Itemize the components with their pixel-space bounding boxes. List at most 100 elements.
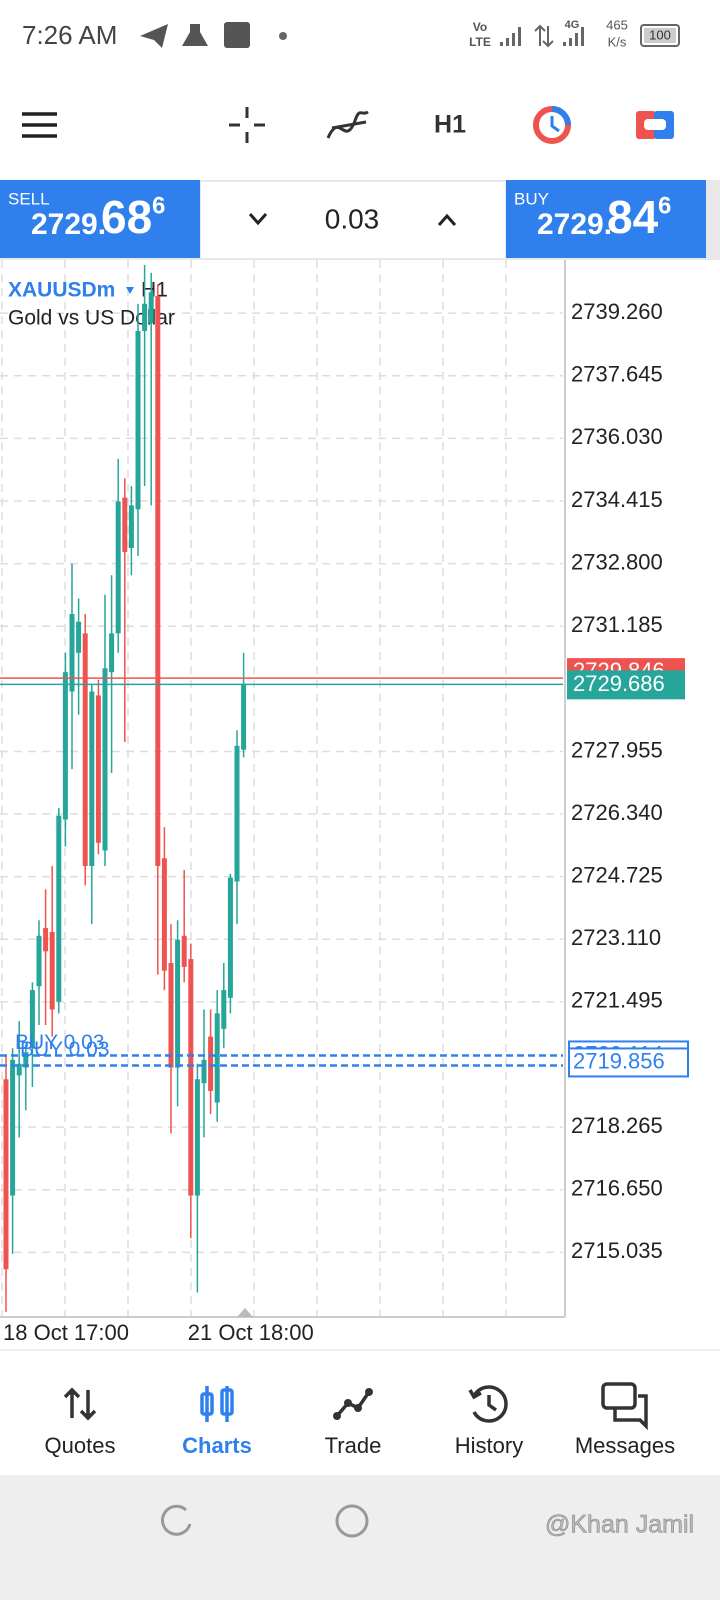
- volume-down[interactable]: [248, 213, 268, 226]
- y-tick-label: 2739.260: [571, 299, 663, 324]
- y-tick-label: 2727.955: [571, 737, 663, 762]
- data-arrows: [534, 24, 554, 48]
- timeframe-button[interactable]: H1: [434, 111, 466, 139]
- symbol: XAUUSDm: [8, 279, 115, 302]
- candle-body: [62, 672, 68, 820]
- menu-button[interactable]: [22, 112, 57, 138]
- clock-hands: [550, 116, 560, 133]
- candle-body: [89, 691, 95, 867]
- y-tick-label: 2724.725: [571, 862, 663, 887]
- bid-label-box: [567, 670, 685, 700]
- sell-price-sup: 6: [152, 192, 165, 219]
- volume-up[interactable]: [437, 213, 457, 226]
- candle-body: [188, 959, 194, 1196]
- dot: [279, 32, 287, 40]
- candle-body: [142, 303, 148, 331]
- candle-body: [95, 695, 101, 843]
- symbol-dropdown: [126, 287, 134, 294]
- y-tick-label: 2721.495: [571, 988, 663, 1013]
- signal-2: [563, 27, 584, 46]
- home-button[interactable]: [335, 1504, 369, 1538]
- position-label: BUY 0.03: [20, 1038, 110, 1061]
- y-tick-label: 2732.800: [571, 549, 663, 574]
- buy-price: 2729.: [537, 208, 612, 241]
- position-price-box: [568, 1047, 689, 1078]
- flask-icon: [182, 24, 208, 46]
- battery-text: 100: [649, 27, 671, 42]
- candle-body: [214, 1013, 220, 1103]
- charts-icon: [200, 1386, 234, 1422]
- candle-body: [16, 1063, 22, 1076]
- candle-body: [161, 858, 167, 971]
- sell-label: SELL: [8, 189, 50, 208]
- y-tick-label: 2736.030: [571, 424, 663, 449]
- app-icon: [224, 22, 250, 48]
- y-tick-label: 2715.035: [571, 1238, 663, 1263]
- y-tick-label: 2723.110: [571, 925, 661, 950]
- recents-button[interactable]: [161, 1504, 192, 1536]
- candle-body: [82, 633, 88, 867]
- y-tick-label: 2718.265: [571, 1113, 663, 1138]
- candle-body: [23, 1052, 29, 1068]
- toolbar: H1: [22, 106, 674, 144]
- buy-label: BUY: [514, 189, 549, 208]
- trade-panel: SELL 2729. 68 6 0.03 BUY 2729. 84 6: [0, 180, 720, 260]
- sell-price-big: 68: [101, 191, 152, 243]
- candle-body: [155, 296, 161, 867]
- buy-button[interactable]: [506, 180, 706, 258]
- bid-label: 2729.686: [573, 671, 665, 696]
- y-tick-label: 2731.185: [571, 612, 663, 637]
- nav-item[interactable]: History: [455, 1433, 523, 1458]
- nav-item[interactable]: Quotes: [45, 1433, 116, 1458]
- chart-timeframe: H1: [141, 279, 168, 302]
- scroll-marker: [237, 1308, 253, 1317]
- nav-item[interactable]: Trade: [325, 1433, 382, 1458]
- candle-body: [29, 990, 35, 1049]
- candle-body: [201, 1059, 207, 1084]
- nav-item[interactable]: Charts: [182, 1433, 252, 1458]
- candle-body: [115, 501, 121, 634]
- chart-subtitle: Gold vs US Dollar: [8, 307, 175, 330]
- candle-body: [69, 613, 75, 692]
- telegram-icon: [140, 24, 168, 48]
- crosshair-button[interactable]: [229, 107, 265, 143]
- candle-body: [76, 621, 82, 653]
- candle-body: [56, 815, 62, 1002]
- candle-body: [49, 931, 55, 1010]
- indicators-button[interactable]: [326, 110, 369, 139]
- position-label: BUY 0.03: [15, 1031, 105, 1054]
- messages-icon: [601, 1382, 648, 1431]
- candle-body: [36, 935, 42, 987]
- candle-body: [181, 935, 187, 967]
- volte: LTE: [469, 35, 491, 49]
- net-speed: 465: [606, 17, 628, 32]
- clock: 7:26 AM: [22, 20, 117, 50]
- candle-body: [3, 1079, 9, 1270]
- volume-box: [201, 182, 505, 258]
- candle-body: [194, 1079, 200, 1196]
- nav-bg: [0, 1350, 720, 1475]
- candle-body: [135, 330, 141, 510]
- nav-item[interactable]: Messages: [575, 1433, 675, 1458]
- candle-body: [109, 633, 115, 673]
- candle-body: [221, 990, 227, 1029]
- candle-body: [241, 683, 247, 750]
- watermark: @Khan Jamil: [545, 1511, 694, 1539]
- sell-price: 2729.: [31, 208, 106, 241]
- candle-body: [168, 962, 174, 1068]
- candle-body: [234, 745, 240, 882]
- trade-icon: [333, 1388, 373, 1420]
- buy-price-sup: 6: [658, 192, 671, 219]
- candle-body: [128, 505, 134, 549]
- battery-level: [644, 28, 676, 43]
- candle-body: [148, 292, 154, 324]
- volume[interactable]: 0.03: [325, 203, 380, 234]
- sell-button[interactable]: [0, 180, 200, 258]
- candle-body: [175, 939, 181, 1068]
- x-tick-label: 21 Oct 18:00: [188, 1320, 314, 1345]
- x-tick-label: 18 Oct 17:00: [3, 1320, 129, 1345]
- candle-body: [227, 877, 233, 998]
- candle-body: [43, 928, 49, 952]
